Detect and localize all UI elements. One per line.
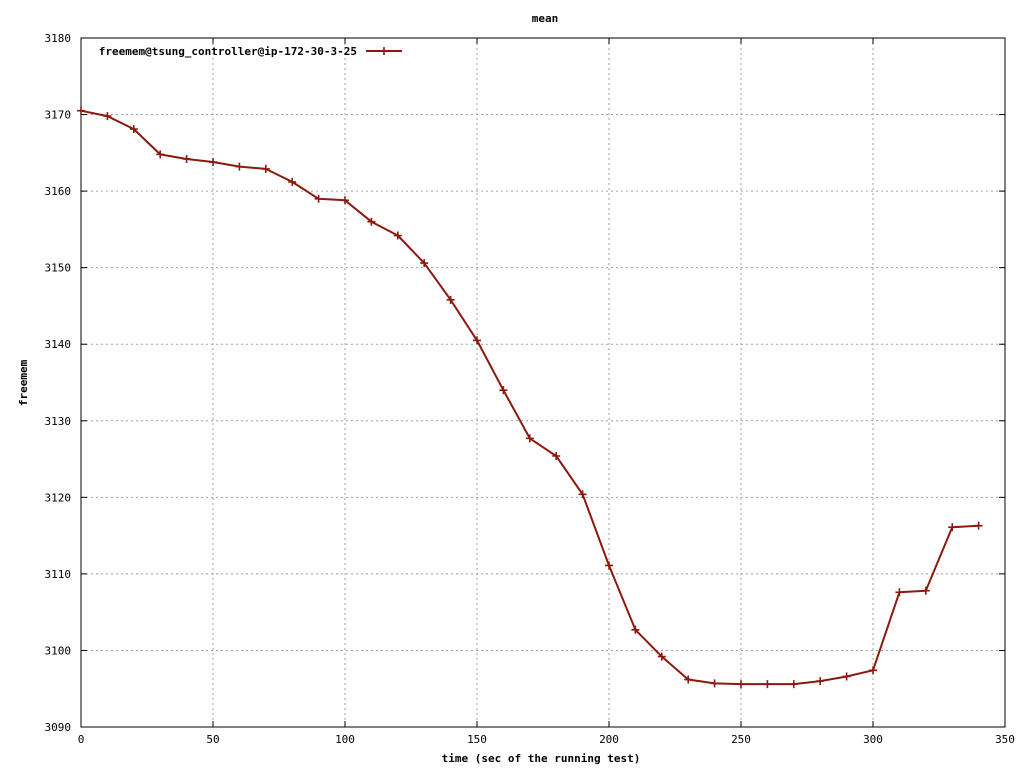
data-point-marker — [895, 588, 904, 597]
y-tick-label: 3150 — [45, 262, 72, 275]
x-tick-label: 0 — [78, 733, 85, 746]
x-tick-label: 100 — [335, 733, 355, 746]
data-point-marker — [393, 231, 402, 240]
axis-ticks: 0 50 100 150 200 250 300 350 3090 3100 3110 3120 313… — [45, 32, 1015, 746]
data-point-marker — [974, 521, 983, 530]
x-tick-label: 300 — [863, 733, 883, 746]
data-point-marker — [789, 680, 798, 689]
data-point-marker — [869, 666, 877, 675]
data-point-marker — [525, 434, 534, 443]
data-point-marker — [156, 150, 165, 159]
data-point-marker — [446, 295, 455, 304]
data-point-marker — [578, 490, 587, 499]
data-point-marker — [182, 154, 191, 163]
x-tick-label: 250 — [731, 733, 751, 746]
data-point-marker — [684, 675, 693, 684]
y-tick-label: 3180 — [45, 32, 72, 45]
series-layer — [77, 106, 983, 689]
x-tick-label: 150 — [467, 733, 487, 746]
data-point-marker — [129, 125, 138, 134]
legend-marker — [380, 47, 388, 55]
y-tick-label: 3160 — [45, 185, 72, 198]
y-axis-label: freemem — [17, 359, 30, 406]
data-point-marker — [209, 158, 217, 167]
data-point-marker — [314, 194, 323, 203]
data-point-marker — [103, 112, 112, 121]
data-point-marker — [921, 586, 930, 595]
data-point-marker — [737, 680, 745, 689]
plot-frame — [80, 37, 1006, 728]
y-tick-label: 3110 — [45, 568, 72, 581]
y-tick-label: 3120 — [45, 491, 72, 504]
grid-lines — [81, 38, 1005, 727]
legend-label: freemem@tsung_controller@ip-172-30-3-25 — [99, 45, 357, 58]
data-point-marker — [816, 677, 825, 686]
y-tick-label: 3100 — [45, 644, 72, 657]
chart-title: mean — [532, 12, 559, 25]
data-point-marker — [341, 196, 349, 205]
y-tick-label: 3170 — [45, 109, 72, 122]
series-line — [80, 109, 979, 686]
y-tick-label: 3130 — [45, 415, 72, 428]
data-point-marker — [288, 177, 297, 186]
data-point-marker — [710, 679, 719, 688]
x-tick-label: 50 — [206, 733, 219, 746]
data-point-marker — [552, 451, 561, 460]
data-point-marker — [605, 561, 613, 570]
data-point-marker — [77, 106, 85, 115]
data-point-marker — [420, 259, 429, 268]
data-point-marker — [499, 386, 508, 395]
x-axis-label: time (sec of the running test) — [442, 752, 641, 765]
data-point-marker — [261, 164, 270, 173]
data-point-marker — [763, 680, 772, 689]
y-tick-label: 3140 — [45, 338, 72, 351]
data-point-marker — [657, 652, 666, 661]
data-point-marker — [842, 672, 851, 681]
legend: freemem@tsung_controller@ip-172-30-3-25 — [99, 45, 402, 58]
y-tick-label: 3090 — [45, 721, 72, 734]
x-tick-label: 350 — [995, 733, 1015, 746]
data-point-marker — [473, 336, 481, 345]
x-tick-label: 200 — [599, 733, 619, 746]
data-point-marker — [235, 162, 244, 171]
data-point-marker — [948, 523, 957, 532]
data-point-marker — [631, 625, 640, 634]
data-point-marker — [367, 217, 376, 226]
